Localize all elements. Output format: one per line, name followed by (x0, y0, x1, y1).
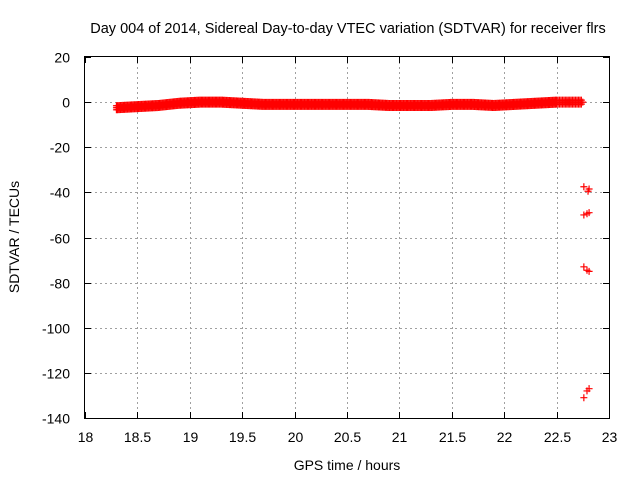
x-tick-label: 18 (78, 429, 94, 445)
data-point (579, 98, 587, 106)
chart-title: Day 004 of 2014, Sidereal Day-to-day VTE… (90, 21, 605, 37)
outlier-point (585, 209, 593, 217)
y-tick-label: -20 (50, 140, 70, 156)
y-tick-label: -80 (50, 276, 70, 292)
y-tick-label: 20 (54, 50, 70, 66)
outlier-point (580, 211, 588, 219)
x-tick-label: 18.5 (124, 429, 151, 445)
outlier-point (585, 185, 593, 193)
data-points (112, 96, 593, 402)
x-tick-label: 20 (288, 429, 304, 445)
x-tick-label: 20.5 (334, 429, 361, 445)
x-tick-label: 23 (602, 429, 618, 445)
y-tick-label: -60 (50, 231, 70, 247)
outlier-point (580, 263, 588, 271)
x-axis-label: GPS time / hours (294, 457, 401, 473)
outlier-point (580, 394, 588, 402)
x-tick-label: 19.5 (229, 429, 256, 445)
outlier-point (585, 385, 593, 393)
axis-ticks (85, 57, 610, 419)
y-tick-labels: 20 0 -20 -40 -60 -80 -100 -120 -140 (42, 50, 70, 427)
x-tick-label: 22.5 (544, 429, 571, 445)
y-axis-label: SDTVAR / TECUs (6, 181, 22, 293)
x-tick-label: 21.5 (439, 429, 466, 445)
x-tick-label: 22 (497, 429, 513, 445)
outlier-point (585, 267, 593, 275)
y-tick-label: -40 (50, 185, 70, 201)
outlier-point (580, 183, 588, 191)
y-tick-label: -100 (42, 321, 70, 337)
x-tick-label: 21 (392, 429, 408, 445)
grid-lines (85, 57, 609, 418)
plot-frame (84, 56, 610, 419)
x-tick-label: 19 (183, 429, 199, 445)
y-tick-label: -140 (42, 411, 70, 427)
y-tick-label: -120 (42, 366, 70, 382)
y-tick-label: 0 (62, 95, 70, 111)
x-tick-labels: 18 18.5 19 19.5 20 20.5 21 21.5 22 22.5 23 (78, 429, 618, 445)
